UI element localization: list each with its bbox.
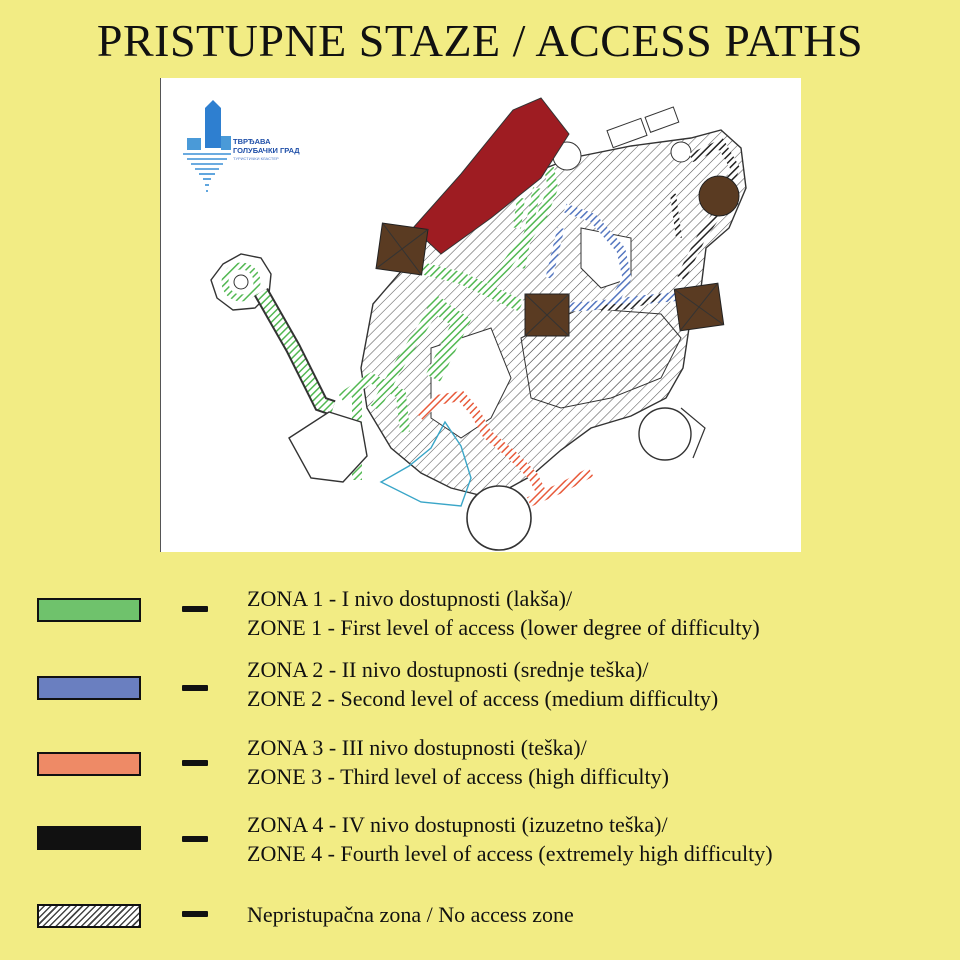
- zone3-label-line1: ZONA 3 - III nivo dostupnosti (teška)/: [247, 735, 587, 760]
- zone4-swatch: [37, 826, 141, 850]
- zone1-label-line1: ZONA 1 - I nivo dostupnosti (lakša)/: [247, 586, 573, 611]
- fortress-map: ТВРЂАВА ГОЛУБАЧКИ ГРАД ТУРИСТИЧКИ КЛАСТЕ…: [160, 78, 801, 552]
- red-roof-building: [412, 97, 570, 255]
- zone2-label-line2: ZONE 2 - Second level of access (medium …: [247, 686, 719, 711]
- no-access-label: Nepristupačna zona / No access zone: [247, 902, 574, 927]
- zone2-label-line1: ZONA 2 - II nivo dostupnosti (srednje te…: [247, 657, 649, 682]
- no-access-swatch: [37, 904, 141, 928]
- square-towers: [375, 175, 740, 337]
- legend-dash: [182, 911, 208, 917]
- legend-dash: [182, 836, 208, 842]
- buildings-top: [552, 106, 692, 171]
- zone3-swatch: [37, 752, 141, 776]
- zone1-swatch: [37, 598, 141, 622]
- zone1-paths: [338, 167, 559, 480]
- zone4-label-line1: ZONA 4 - IV nivo dostupnosti (izuzetno t…: [247, 812, 668, 837]
- zone2-swatch: [37, 676, 141, 700]
- logo-emblem: ТВРЂАВА ГОЛУБАЧКИ ГРАД ТУРИСТИЧКИ КЛАСТЕ…: [183, 100, 300, 192]
- legend-dash: [182, 760, 208, 766]
- bottom-towers: [288, 407, 706, 551]
- zone4-label-line2: ZONE 4 - Fourth level of access (extreme…: [247, 841, 773, 866]
- svg-text:ГОЛУБАЧКИ ГРАД: ГОЛУБАЧКИ ГРАД: [233, 146, 300, 155]
- zone3-paths: [415, 390, 594, 507]
- legend-dash: [182, 685, 208, 691]
- zone1-label-line2: ZONE 1 - First level of access (lower de…: [247, 615, 760, 640]
- page-title: PRISTUPNE STAZE / ACCESS PATHS: [96, 15, 864, 66]
- legend-dash: [182, 606, 208, 612]
- west-tower: [210, 253, 336, 416]
- map-drawing: ТВРЂАВА ГОЛУБАЧКИ ГРАД ТУРИСТИЧКИ КЛАСТЕ…: [183, 97, 747, 551]
- svg-text:ТВРЂАВА: ТВРЂАВА: [233, 137, 271, 146]
- svg-text:ТУРИСТИЧКИ КЛАСТЕР: ТУРИСТИЧКИ КЛАСТЕР: [233, 156, 279, 161]
- zone3-label-line2: ZONE 3 - Third level of access (high dif…: [247, 764, 669, 789]
